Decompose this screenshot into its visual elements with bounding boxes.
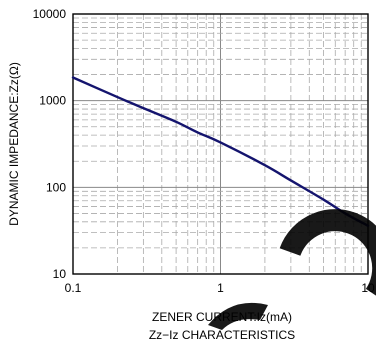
series-layer: [71, 76, 370, 227]
y-axis-title: DYNAMIC IMPEDANCE:Zz(Ω): [7, 62, 21, 226]
chart-title: Zz−Iz CHARACTERISTICS: [149, 328, 295, 342]
y-tick-label: 10: [53, 267, 67, 281]
y-tick-label: 1000: [39, 94, 66, 108]
series-line: [71, 76, 370, 227]
y-tick-label: 100: [46, 180, 66, 194]
x-tick-label: 1: [217, 281, 224, 295]
watermark-logo: [208, 209, 376, 330]
grid-lines: [72, 14, 368, 275]
x-tick-label: 0.1: [65, 281, 82, 295]
y-tick-label: 10000: [33, 7, 67, 21]
plot-frame: [72, 13, 369, 275]
